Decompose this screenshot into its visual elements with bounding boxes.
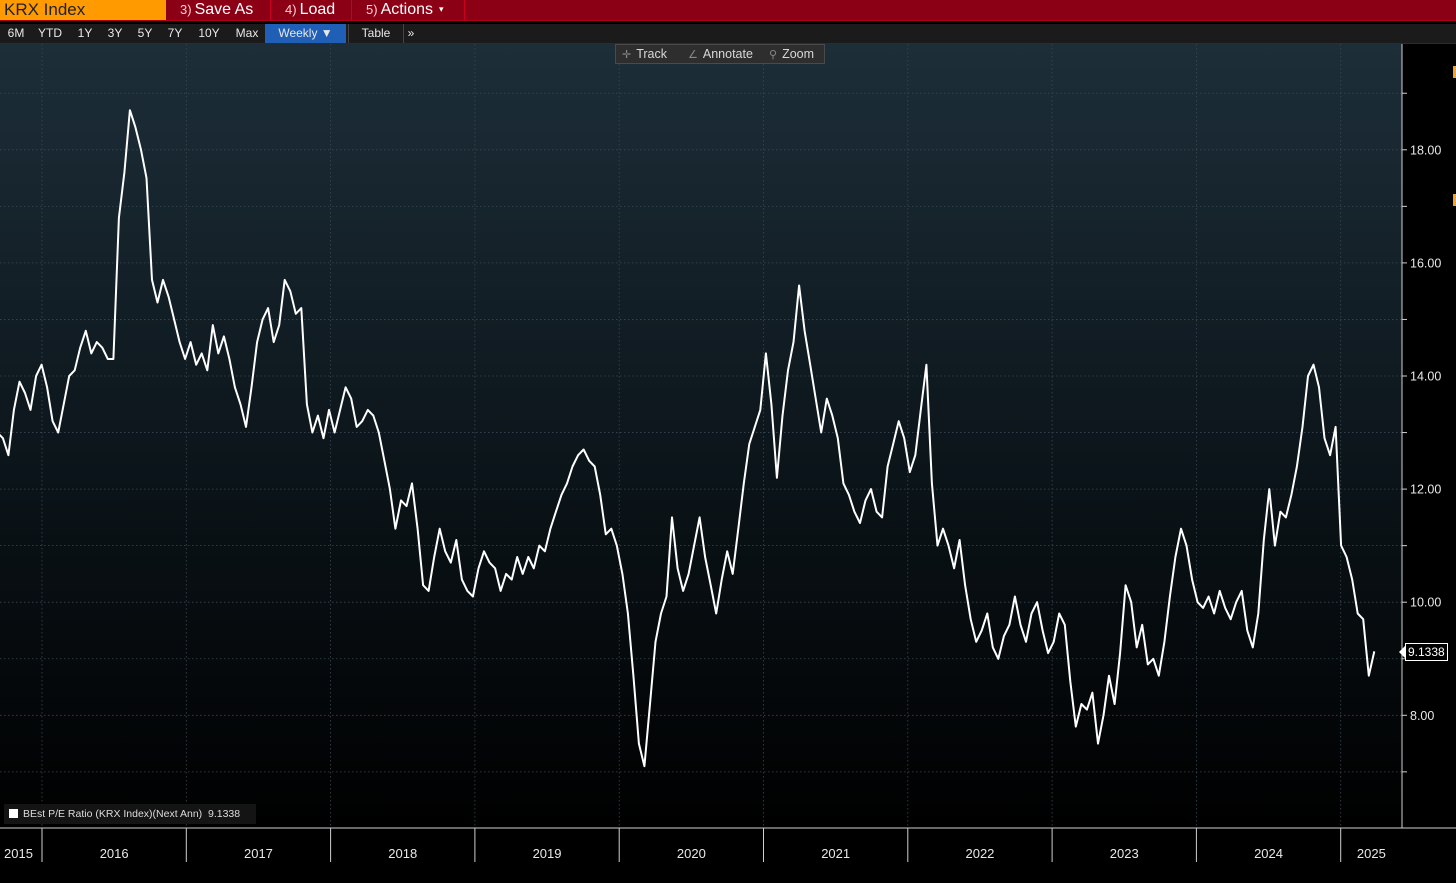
load-label: Load <box>299 1 336 18</box>
period-10y[interactable]: 10Y <box>198 26 220 40</box>
chart-legend[interactable]: BEst P/E Ratio (KRX Index)(Next Ann) 9.1… <box>4 804 256 824</box>
track-label: Track <box>636 47 668 61</box>
annotate-label: Annotate <box>702 47 753 61</box>
magnifier-icon: ⚲ <box>769 49 778 61</box>
actions-label: Actions <box>380 1 434 18</box>
more-button[interactable]: » <box>407 26 415 40</box>
period-ytd[interactable]: YTD <box>38 26 62 40</box>
pencil-icon: ∠ <box>688 49 698 61</box>
chevron-down-icon: ▾ <box>439 4 444 14</box>
x-tick-label: 2021 <box>821 846 850 861</box>
x-tick-label: 2025 <box>1357 846 1386 861</box>
period-1y[interactable]: 1Y <box>77 26 93 40</box>
x-tick-label: 2016 <box>100 846 129 861</box>
y-tick-label: 8.00 <box>1410 709 1434 723</box>
x-tick-label: 2022 <box>965 846 994 861</box>
period-6m[interactable]: 6M <box>7 26 25 40</box>
edge-marker <box>1453 194 1456 206</box>
ticker-input[interactable]: KRX Index <box>0 0 166 20</box>
x-tick-label: 2023 <box>1110 846 1139 861</box>
grid-lines <box>0 44 1402 828</box>
period-7y[interactable]: 7Y <box>167 26 183 40</box>
x-tick-label: 2019 <box>533 846 562 861</box>
y-tick-label: 16.00 <box>1410 256 1441 270</box>
save-as-label: Save As <box>194 1 254 18</box>
last-value-tag: 9.1338 <box>1399 643 1448 661</box>
period-5y[interactable]: 5Y <box>137 26 153 40</box>
top-toolbar: KRX Index 3) Save As 4) Load 5) Actions ▾ <box>0 0 1456 21</box>
plot-background <box>0 44 1402 828</box>
actions-button[interactable]: 5) Actions ▾ <box>352 0 465 20</box>
series-line-pe-ratio <box>0 109 1376 768</box>
zoom-label: Zoom <box>782 47 815 61</box>
track-button[interactable]: ✛ Track <box>622 45 667 63</box>
load-button[interactable]: 4) Load <box>271 0 352 20</box>
y-tick-label: 14.00 <box>1410 370 1441 384</box>
crosshair-icon: ✛ <box>622 49 632 61</box>
y-tick-label: 18.00 <box>1410 143 1441 157</box>
period-max[interactable]: Max <box>235 26 259 40</box>
legend-label: BEst P/E Ratio (KRX Index)(Next Ann) <box>23 808 203 820</box>
zoom-button[interactable]: ⚲ Zoom <box>769 45 814 63</box>
period-3y[interactable]: 3Y <box>107 26 123 40</box>
save-as-number: 3) <box>180 2 192 17</box>
save-as-button[interactable]: 3) Save As <box>166 0 271 20</box>
x-tick-label: 2020 <box>677 846 706 861</box>
period-bar: 6M YTD 1Y 3Y 5Y 7Y 10Y Max Weekly ▼ Tabl… <box>0 24 1456 44</box>
x-axis: 2015 2016 2017 2018 2019 2020 2021 2022 2023 2024… <box>4 828 1386 862</box>
edge-marker <box>1453 66 1456 78</box>
actions-number: 5) <box>366 2 378 17</box>
annotate-button[interactable]: ∠ Annotate <box>688 45 753 63</box>
y-tick-label: 12.00 <box>1410 483 1441 497</box>
legend-value: 9.1338 <box>208 808 241 820</box>
load-number: 4) <box>285 2 297 17</box>
x-tick-label: 2015 <box>4 846 33 861</box>
x-tick-label: 2024 <box>1254 846 1283 861</box>
pe-ratio-chart[interactable]: 2015 2016 2017 2018 2019 2020 2021 2022 2023 2024… <box>0 44 1456 883</box>
y-axis: 8.00 10.00 12.00 14.00 16.00 18.00 <box>1402 92 1441 773</box>
frequency-dropdown[interactable]: Weekly ▼ <box>265 24 346 43</box>
legend-swatch <box>9 809 18 818</box>
table-button[interactable]: Table <box>348 24 404 43</box>
x-tick-label: 2017 <box>244 846 273 861</box>
x-tick-label: 2018 <box>388 846 417 861</box>
y-tick-label: 10.00 <box>1410 596 1441 610</box>
chart-tools: ✛ Track ∠ Annotate ⚲ Zoom <box>615 44 825 64</box>
